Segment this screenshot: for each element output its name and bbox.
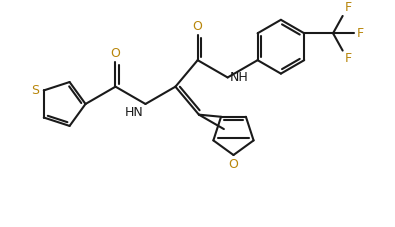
Text: O: O [193, 20, 203, 33]
Text: NH: NH [229, 71, 248, 84]
Text: F: F [357, 27, 364, 40]
Text: F: F [344, 1, 352, 14]
Text: S: S [31, 84, 39, 97]
Text: O: O [111, 47, 120, 60]
Text: HN: HN [125, 106, 143, 119]
Text: O: O [229, 158, 239, 171]
Text: F: F [344, 52, 352, 65]
